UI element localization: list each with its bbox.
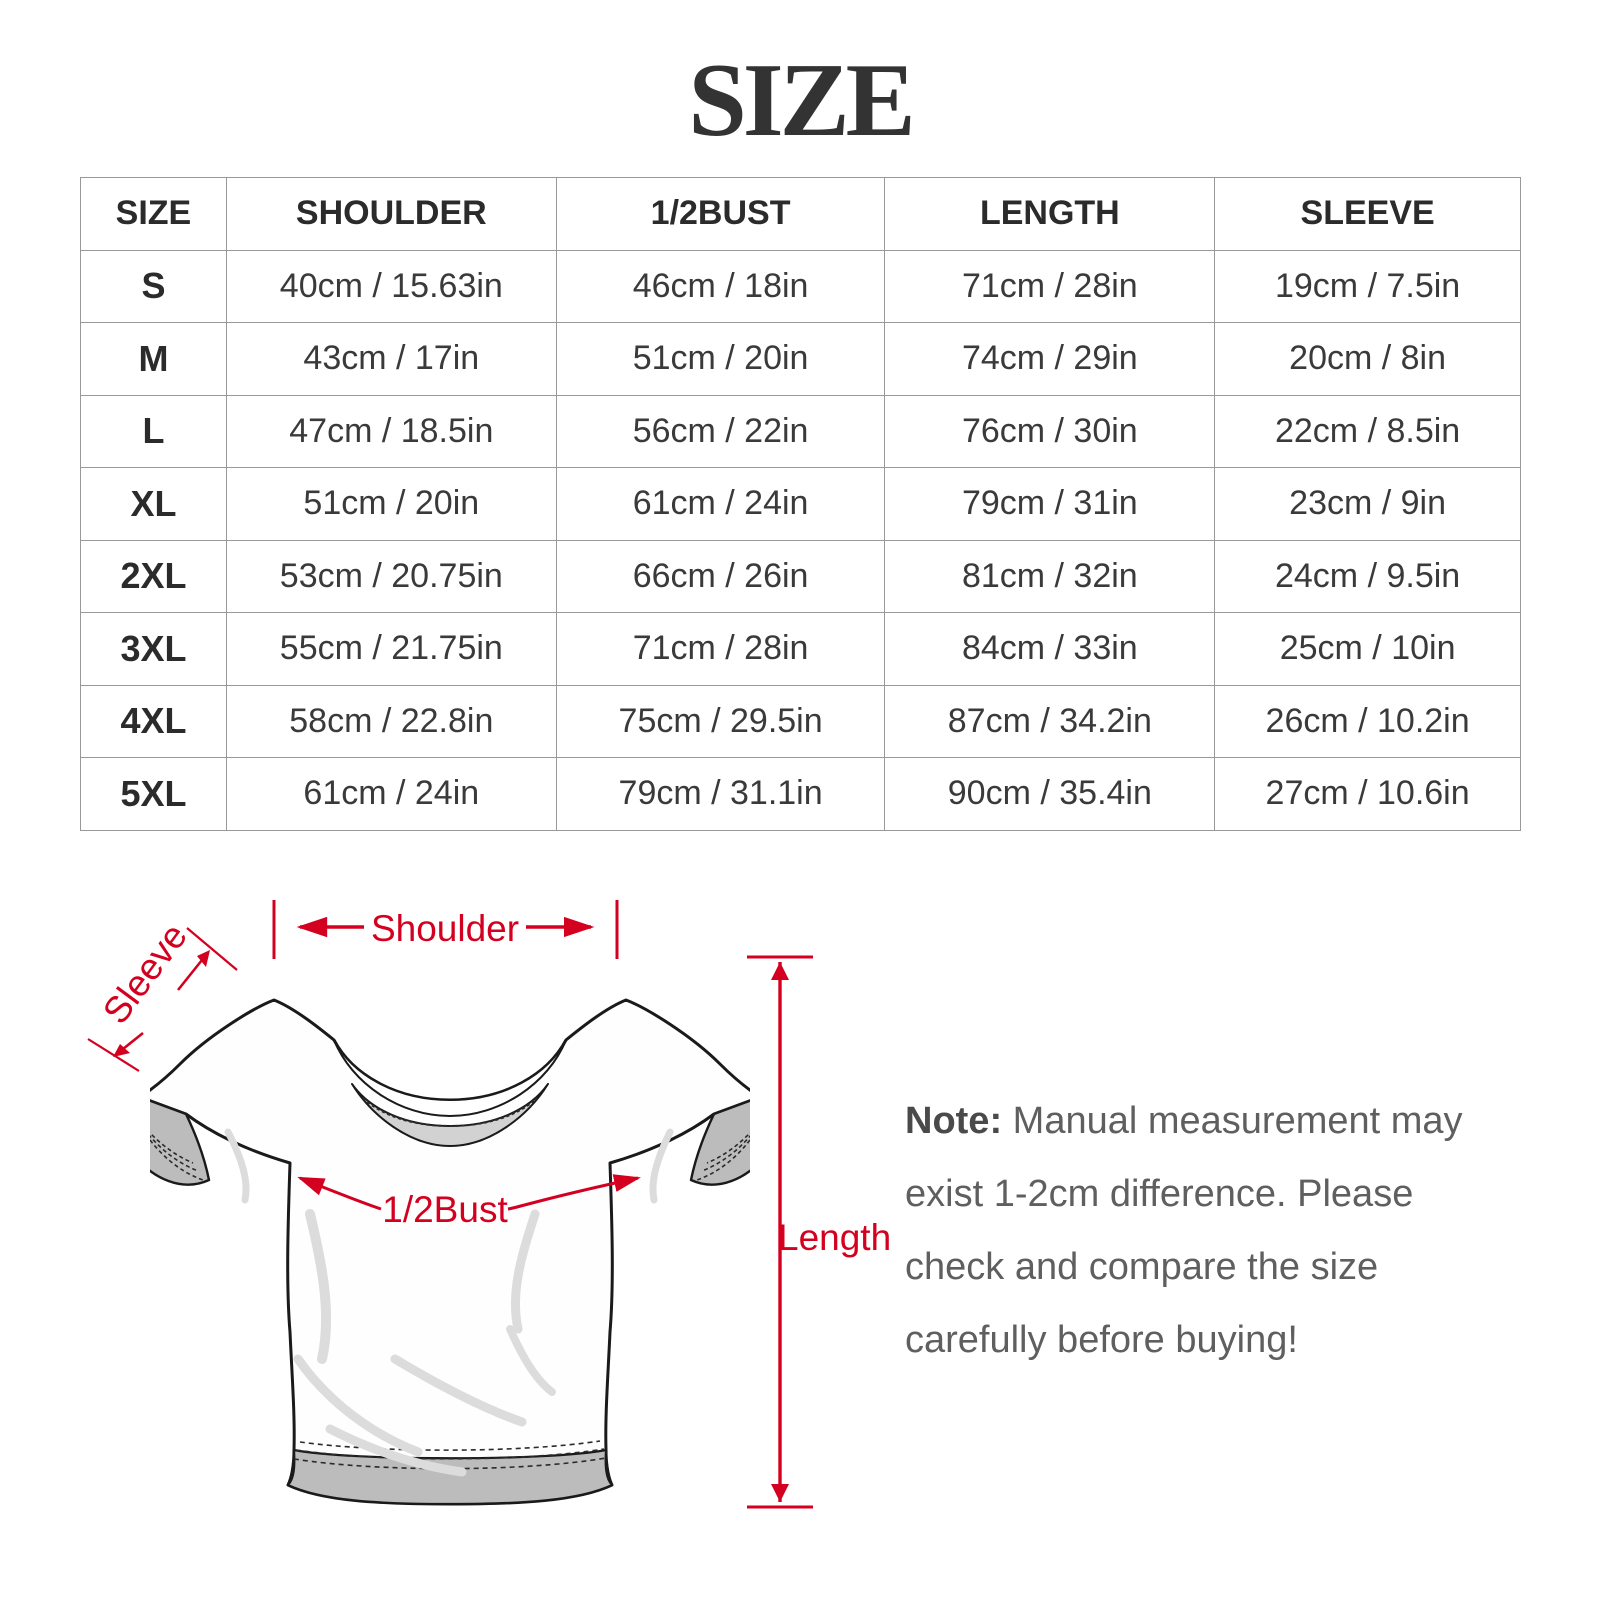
svg-text:Length: Length	[778, 1217, 891, 1258]
svg-text:Shoulder: Shoulder	[371, 908, 519, 949]
svg-text:Sleeve: Sleeve	[95, 916, 195, 1031]
svg-text:1/2Bust: 1/2Bust	[382, 1189, 508, 1230]
